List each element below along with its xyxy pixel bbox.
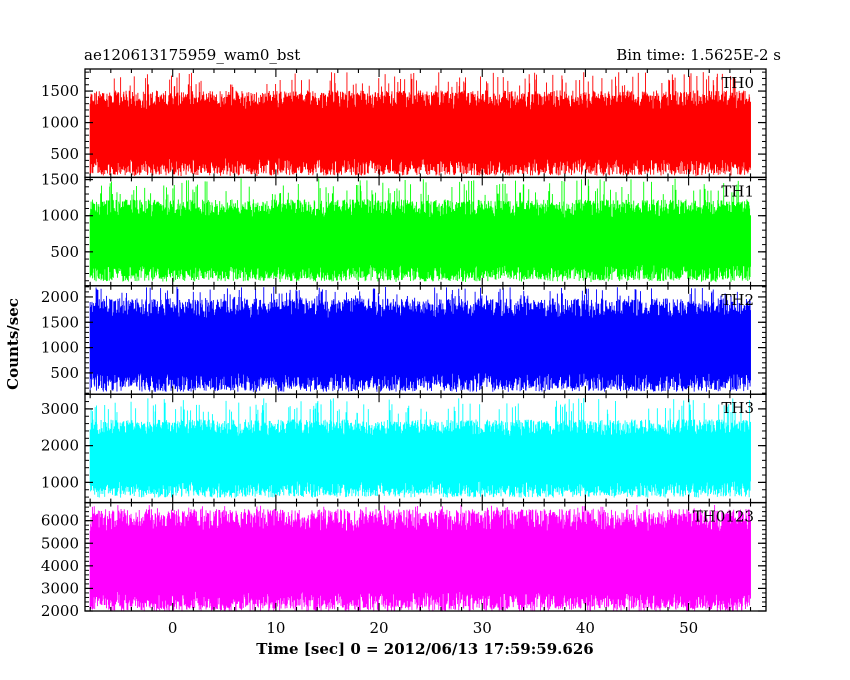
y-tick-label: 5000 bbox=[41, 534, 79, 552]
x-tick-label: 40 bbox=[576, 619, 595, 637]
y-tick-label: 500 bbox=[50, 364, 79, 382]
panels: 500 1000 1500 TH0 500 1000 1500 TH1 500 1000 1500 2… bbox=[41, 68, 767, 620]
y-axis-label: Counts/sec bbox=[4, 298, 22, 390]
panel-label-th2: TH2 bbox=[721, 291, 754, 309]
series-th0123-core bbox=[90, 539, 751, 584]
y-tick-label: 1000 bbox=[41, 473, 79, 491]
x-axis-ticks: 0 10 20 30 40 50 bbox=[168, 619, 698, 637]
y-tick-label: 6000 bbox=[41, 512, 79, 530]
bin-time-label: Bin time: 1.5625E-2 s bbox=[616, 46, 781, 64]
y-tick-label: 2000 bbox=[41, 602, 79, 620]
y-tick-label: 1000 bbox=[41, 207, 79, 225]
panel-label-th0: TH0 bbox=[721, 74, 754, 92]
y-tick-label: 2000 bbox=[41, 437, 79, 455]
y-tick-label: 4000 bbox=[41, 557, 79, 575]
x-tick-label: 0 bbox=[168, 619, 178, 637]
x-axis-label: Time [sec] 0 = 2012/06/13 17:59:59.626 bbox=[256, 640, 593, 658]
y-tick-label: 1500 bbox=[41, 171, 79, 189]
y-tick-label: 1500 bbox=[41, 313, 79, 331]
y-tick-label: 500 bbox=[50, 243, 79, 261]
x-tick-label: 20 bbox=[370, 619, 389, 637]
y-tick-label: 3000 bbox=[41, 579, 79, 597]
panel-label-th1: TH1 bbox=[721, 182, 754, 200]
x-tick-label: 30 bbox=[473, 619, 492, 637]
panel-th2: 500 1000 1500 2000 TH2 bbox=[41, 285, 767, 395]
y-tick-label: 1000 bbox=[41, 339, 79, 357]
y-tick-label: 1500 bbox=[41, 82, 79, 100]
series-th0-core bbox=[90, 117, 751, 150]
panel-label-th3: TH3 bbox=[721, 399, 754, 417]
panel-th3: 1000 2000 3000 TH3 bbox=[41, 393, 767, 504]
y-tick-label: 3000 bbox=[41, 400, 79, 418]
y-tick-label: 2000 bbox=[41, 288, 79, 306]
panel-th0123: 2000 3000 4000 5000 6000 TH0123 bbox=[41, 501, 767, 620]
series-th2-core bbox=[90, 326, 751, 364]
panel-label-th0123: TH0123 bbox=[693, 508, 754, 526]
panel-th0: 500 1000 1500 TH0 bbox=[41, 68, 767, 179]
y-tick-label: 500 bbox=[50, 145, 79, 163]
panel-th1: 500 1000 1500 TH1 bbox=[41, 171, 767, 287]
chart-title: ae120613175959_wam0_bst bbox=[84, 46, 300, 64]
x-tick-label: 10 bbox=[266, 619, 285, 637]
series-th1-core bbox=[90, 226, 751, 256]
series-th3-core bbox=[90, 444, 751, 473]
y-tick-label: 1000 bbox=[41, 114, 79, 132]
x-tick-label: 50 bbox=[679, 619, 698, 637]
